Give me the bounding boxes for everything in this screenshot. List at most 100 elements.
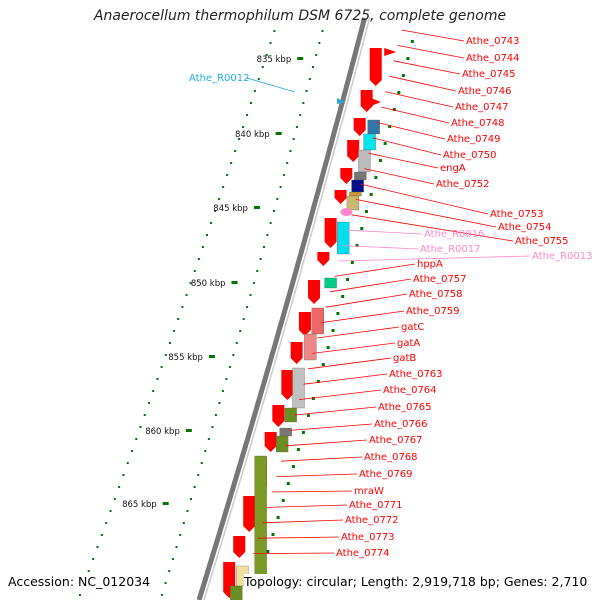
gene-arrow: [233, 536, 246, 558]
dot-marker: [282, 174, 285, 176]
tick-label: 850 kbp: [191, 279, 226, 289]
dot-marker: [311, 397, 315, 400]
dot-marker: [230, 162, 233, 164]
dot-marker: [235, 342, 238, 344]
feature-block: [351, 179, 364, 193]
dot-marker: [262, 246, 265, 248]
gene-arrow: [308, 280, 321, 304]
dot-marker: [152, 390, 155, 392]
dot-marker: [296, 448, 300, 451]
leader-line: [334, 263, 416, 277]
gene-arrow: [369, 48, 382, 86]
dot-marker: [397, 91, 401, 94]
dot-marker: [406, 57, 410, 60]
gene-label: Athe_0750: [443, 150, 497, 161]
dot-marker: [207, 438, 210, 440]
gene-arrow: [281, 370, 294, 400]
gene-label: Athe_0758: [409, 289, 463, 300]
dot-marker: [246, 114, 249, 116]
ncrna-marker: [336, 98, 345, 104]
dot-marker: [410, 40, 414, 43]
dot-marker: [286, 162, 289, 164]
feature-block: [349, 191, 362, 197]
gene-label: Athe_0752: [436, 179, 490, 190]
gene-label: engA: [440, 163, 466, 174]
dot-marker: [164, 354, 167, 356]
gene-arrow: [298, 312, 311, 336]
dot-marker: [228, 366, 231, 368]
dot-marker: [315, 54, 318, 56]
gene-arrow: [324, 218, 337, 248]
tick-mark: [162, 502, 169, 505]
dot-marker: [200, 462, 203, 464]
dot-marker: [256, 270, 259, 272]
gene-label: gatC: [401, 322, 424, 333]
dot-marker: [211, 426, 214, 428]
dot-marker: [242, 126, 245, 128]
dot-marker: [321, 30, 324, 32]
dot-marker: [295, 126, 298, 128]
gene-label: Athe_0772: [345, 515, 399, 526]
gene-label: Athe_0763: [389, 369, 443, 380]
leader-line: [246, 77, 296, 93]
dot-marker: [113, 498, 116, 500]
leader-line: [397, 45, 465, 59]
dot-marker: [360, 227, 364, 230]
gene-arrow: [272, 405, 285, 427]
dot-marker: [249, 294, 252, 296]
dot-marker: [232, 354, 235, 356]
leader-line: [355, 199, 497, 228]
gene-label: Athe_R0016: [424, 229, 484, 240]
gene-label: mraW: [354, 486, 384, 497]
dot-marker: [306, 414, 310, 417]
gene-label: Athe_0773: [341, 532, 395, 543]
dot-marker: [289, 150, 292, 152]
dot-marker: [257, 78, 260, 80]
tick-mark: [275, 132, 282, 135]
feature-block: [363, 133, 376, 151]
gene-label: Athe_R0013: [532, 251, 592, 262]
dot-marker: [299, 114, 302, 116]
dot-marker: [78, 594, 81, 596]
dot-marker: [185, 294, 188, 296]
dot-marker: [160, 594, 163, 596]
leader-line: [308, 357, 392, 370]
gene-label: Athe_0754: [498, 222, 552, 233]
leader-line: [376, 122, 446, 140]
dot-marker: [246, 306, 249, 308]
tick-label: 855 kbp: [168, 353, 203, 363]
gene-arrow: [334, 190, 347, 204]
dot-marker: [302, 102, 305, 104]
dot-marker: [336, 312, 340, 315]
leader-line: [351, 214, 514, 242]
feature-block: [367, 119, 380, 135]
dot-marker: [311, 66, 314, 68]
leader-line: [372, 137, 442, 156]
gene-label: Athe_0746: [458, 86, 512, 97]
leader-line: [271, 490, 353, 493]
dot-marker: [221, 390, 224, 392]
gene-label: Athe_R0012: [189, 73, 249, 84]
dot-marker: [369, 193, 373, 196]
gene-label: Athe_0774: [336, 548, 390, 559]
dot-marker: [276, 198, 279, 200]
gene-label: Athe_0753: [490, 209, 544, 220]
genome-backbone: [196, 17, 368, 600]
dot-marker: [259, 258, 262, 260]
dot-marker: [265, 54, 268, 56]
gene-arrow: [290, 342, 303, 364]
tick-mark: [297, 57, 304, 60]
dot-marker: [87, 570, 90, 572]
gene-label: Athe_0747: [455, 102, 509, 113]
leader-line: [253, 552, 335, 554]
dot-marker: [269, 42, 272, 44]
gene-label: Athe_0744: [466, 53, 520, 64]
gene-label: Athe_0743: [466, 36, 520, 47]
gene-arrow: [353, 118, 366, 136]
gene-arrow: [370, 98, 381, 106]
dot-marker: [204, 450, 207, 452]
dot-marker: [281, 499, 285, 502]
feature-block: [337, 221, 350, 255]
dot-marker: [175, 546, 178, 548]
dot-marker: [238, 138, 241, 140]
